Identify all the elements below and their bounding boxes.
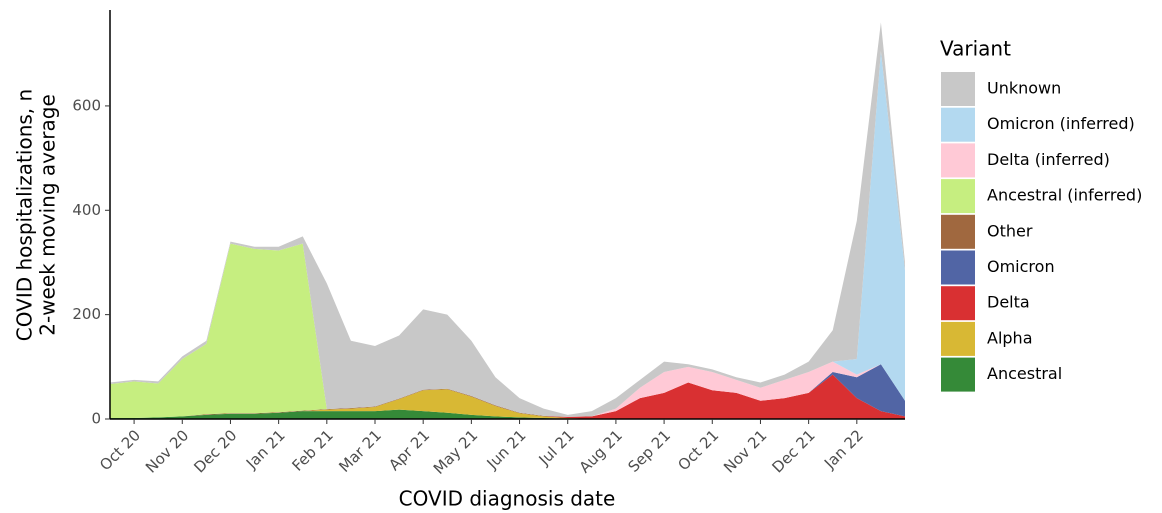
legend-key: [941, 214, 975, 249]
x-tick-label: Oct 20: [96, 426, 144, 474]
area: [110, 374, 905, 419]
x-tick-label: Jan 22: [820, 426, 867, 473]
x-tick-label: Sep 21: [625, 426, 675, 476]
y-tick-label: 0: [91, 410, 101, 428]
legend-label: Alpha: [987, 328, 1033, 347]
x-tick-label: Jul 21: [535, 426, 578, 469]
legend-title: Variant: [940, 37, 1011, 61]
x-tick-label: Aug 21: [576, 426, 626, 476]
area: [110, 389, 905, 419]
legend-key: [941, 179, 975, 214]
y-axis-title: 2-week moving average: [36, 94, 60, 336]
x-tick-label: Dec 20: [190, 426, 240, 476]
y-tick-label: 600: [72, 96, 101, 114]
legend-label: Other: [987, 221, 1033, 240]
x-axis-title: COVID diagnosis date: [399, 487, 616, 511]
x-tick-label: Mar 21: [335, 426, 385, 476]
legend-label: Omicron: [987, 257, 1055, 276]
legend-label: Ancestral: [987, 364, 1062, 383]
x-tick-label: Oct 21: [674, 426, 722, 474]
legend-label: Delta (inferred): [987, 150, 1110, 169]
x-tick-label: May 21: [430, 426, 482, 478]
x-tick-label: Dec 21: [769, 426, 819, 476]
legend-key: [941, 107, 975, 142]
legend-label: Omicron (inferred): [987, 114, 1135, 133]
x-tick-label: Nov 21: [720, 426, 770, 476]
x-tick-label: Nov 20: [142, 426, 192, 476]
legend-key: [941, 321, 975, 356]
x-tick-label: Jan 21: [242, 426, 289, 473]
legend-key: [941, 143, 975, 178]
legend-key: [941, 72, 975, 106]
legend-key: [941, 286, 975, 321]
area: [110, 243, 905, 418]
legend-label: Ancestral (inferred): [987, 186, 1142, 205]
legend-label: Delta: [987, 293, 1030, 312]
area: [110, 409, 905, 419]
legend-label: Unknown: [987, 79, 1061, 98]
legend-key: [941, 250, 975, 285]
y-tick-label: 400: [72, 201, 101, 219]
area: [110, 243, 905, 417]
x-tick-label: Jun 21: [483, 426, 530, 473]
y-axis-title: COVID hospitalizations, n: [13, 89, 37, 341]
x-tick-label: Apr 21: [385, 426, 433, 474]
y-tick-label: 200: [72, 305, 101, 323]
legend-key: [941, 357, 975, 392]
x-tick-label: Feb 21: [288, 426, 336, 474]
